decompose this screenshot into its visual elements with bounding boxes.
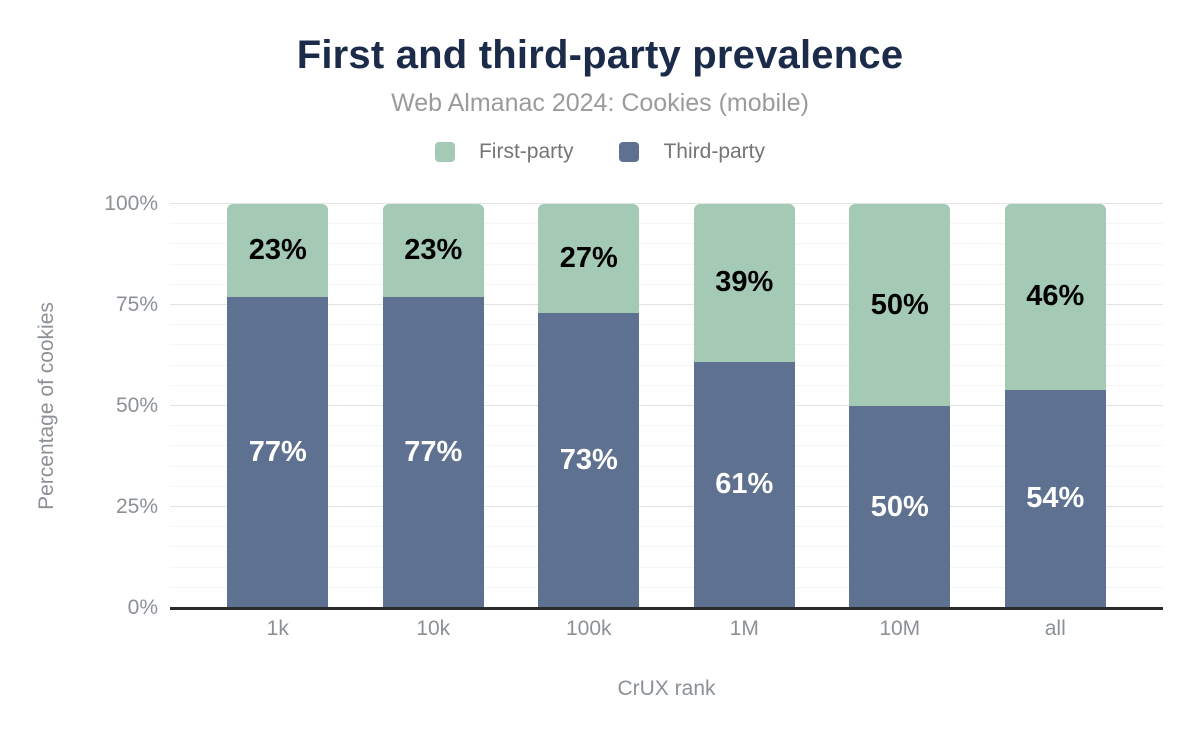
gridline-15 — [170, 546, 1163, 548]
x-tick-label-10M: 10M — [879, 617, 921, 640]
gridline-70 — [170, 324, 1163, 326]
bar-segment-third-party-100k: 73% — [538, 313, 640, 608]
bar-segment-first-party-1k: 23% — [227, 204, 329, 297]
gridline-40 — [170, 445, 1163, 447]
gridline-100 — [170, 203, 1163, 204]
chart-subtitle: Web Almanac 2024: Cookies (mobile) — [391, 89, 809, 117]
bar-segment-third-party-10M: 50% — [849, 406, 951, 608]
plot-area: 23% 77% 23% 77% 27% 73% 39% 61% 50% 50% 46% 54% — [170, 203, 1163, 610]
y-tick-label-25: 25% — [115, 495, 158, 518]
x-tick-label-1k: 1k — [266, 617, 289, 640]
y-tick-label-0: 0% — [127, 596, 158, 619]
bar-segment-third-party-all: 54% — [1004, 389, 1106, 608]
gridline-55 — [170, 384, 1163, 386]
gridline-20 — [170, 526, 1163, 528]
gridline-75 — [170, 304, 1163, 305]
x-axis-ticks: 1k 10k 100k 1M 10M all — [170, 617, 1163, 641]
stacked-bar-all: 46% 54% — [1004, 204, 1106, 608]
gridline-90 — [170, 243, 1163, 245]
bar-slot-100k: 27% 73% — [511, 204, 667, 608]
gridline-10 — [170, 566, 1163, 568]
stacked-bar-10k: 23% 77% — [382, 204, 484, 608]
legend-label-first-party: First-party — [478, 140, 574, 163]
stacked-bar-10M: 50% 50% — [849, 204, 951, 608]
bar-segment-first-party-1M: 39% — [693, 204, 795, 362]
bar-segment-first-party-10M: 50% — [849, 204, 951, 406]
bar-segment-first-party-10k: 23% — [382, 204, 484, 297]
y-axis-ticks: 0% 25% 50% 75% 100% — [0, 192, 158, 619]
gridline-85 — [170, 263, 1163, 265]
bars-container: 23% 77% 23% 77% 27% 73% 39% 61% 50% 50% 46% 54% — [170, 204, 1163, 608]
gridline-65 — [170, 344, 1163, 346]
gridline-80 — [170, 283, 1163, 285]
gridline-45 — [170, 425, 1163, 427]
stacked-bar-100k: 27% 73% — [538, 204, 640, 608]
stacked-bar-1k: 23% 77% — [227, 204, 329, 608]
gridline-50 — [170, 405, 1163, 406]
x-axis-line — [170, 607, 1163, 610]
bar-segment-third-party-1M: 61% — [693, 361, 795, 608]
x-axis-title: CrUX rank — [617, 677, 716, 700]
x-tick-label-1M: 1M — [729, 617, 759, 640]
bar-slot-10M: 50% 50% — [822, 204, 978, 608]
gridline-35 — [170, 465, 1163, 467]
bar-segment-first-party-all: 46% — [1004, 204, 1106, 390]
x-tick-label-all: all — [1044, 617, 1066, 640]
legend-item-third-party: Third-party — [619, 140, 765, 164]
gridline-30 — [170, 485, 1163, 487]
y-tick-label-75: 75% — [115, 293, 158, 316]
bar-segment-third-party-1k: 77% — [227, 296, 329, 608]
legend-swatch-first-party — [434, 142, 455, 162]
gridline-60 — [170, 364, 1163, 366]
gridline-5 — [170, 586, 1163, 588]
bar-slot-1M: 39% 61% — [667, 204, 823, 608]
x-tick-label-100k: 100k — [565, 617, 612, 640]
legend-label-third-party: Third-party — [663, 140, 766, 163]
y-tick-label-100: 100% — [104, 192, 158, 215]
stacked-bar-1M: 39% 61% — [693, 204, 795, 608]
chart-title: First and third-party prevalence — [296, 33, 904, 77]
gridline-25 — [170, 506, 1163, 507]
bar-slot-1k: 23% 77% — [200, 204, 356, 608]
gridline-95 — [170, 223, 1163, 225]
legend-item-first-party: First-party — [434, 140, 574, 164]
bar-segment-third-party-10k: 77% — [382, 296, 484, 608]
legend-swatch-third-party — [619, 142, 640, 162]
bar-segment-first-party-100k: 27% — [538, 204, 640, 314]
bar-slot-10k: 23% 77% — [356, 204, 512, 608]
bar-slot-all: 46% 54% — [978, 204, 1134, 608]
x-tick-label-10k: 10k — [416, 617, 451, 640]
y-tick-label-50: 50% — [115, 394, 158, 417]
legend: First-party Third-party — [0, 140, 1200, 164]
